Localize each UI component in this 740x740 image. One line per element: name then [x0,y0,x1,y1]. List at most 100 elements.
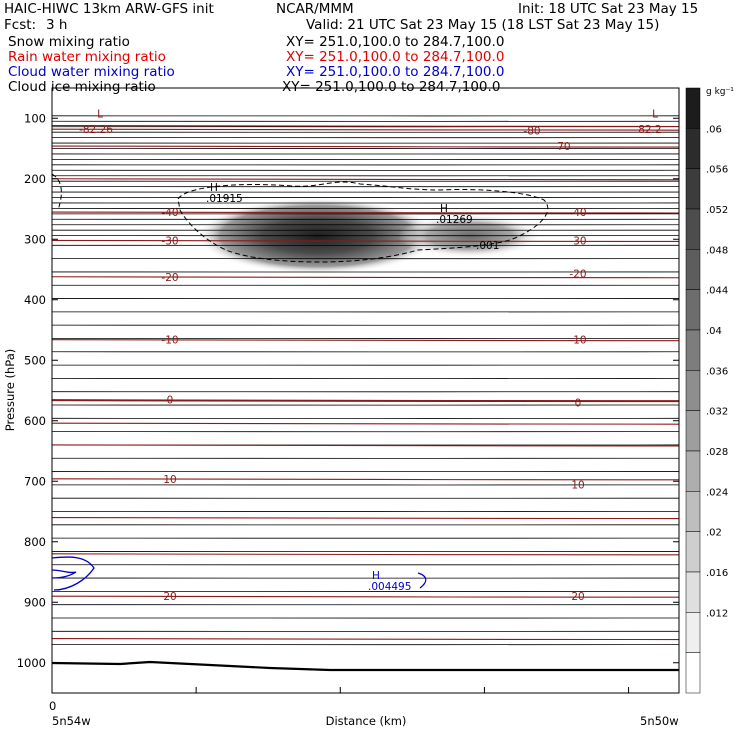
colorbar-tick-label: .036 [706,366,728,377]
h-label-1: H [210,182,218,194]
temperature-contour-label: 0 [167,395,174,407]
pressure-tick-label: 900 [24,595,46,609]
field-xy-cloudice: XY= 251.0,100.0 to 284.7,100.0 [282,79,501,95]
cloud-ice-contour-edge [52,173,62,211]
temperature-contour-label: -80 [523,125,540,137]
pressure-tick-label: 100 [24,111,46,125]
temperature-contour-line [52,595,679,598]
plot-frame [51,87,680,694]
temperature-contours [52,124,679,641]
pressure-tick-label: 800 [24,535,46,549]
temperature-contour-line [52,177,679,181]
cloud-water-contour [52,556,95,591]
colorbar-tick-label: .028 [706,447,728,458]
pressure-tick-label: 500 [24,353,46,367]
low-marker: L [652,108,658,120]
pressure-tick-label: 300 [24,232,46,246]
colorbar-bin [685,168,701,210]
colorbar-bin [685,370,701,411]
temperature-contour-label: -40 [161,207,178,219]
colorbar: .06 .056 .052 .048 .044 .04 .036 .032 .028 .024 .0… [685,87,728,694]
colorbar-bin [685,329,701,371]
colorbar-tick-label: .024 [706,487,728,498]
temperature-contour-label: -10 [161,335,178,347]
temperature-contour-label: -82.2 [634,124,661,136]
colorbar-tick-label: .016 [706,568,728,579]
low-marker: L [97,108,103,120]
temperature-contour-label: -82.26 [79,124,113,136]
temperature-contour-label: -30 [161,235,178,247]
colorbar-tick-label: .056 [706,165,728,176]
colorbar-bin [685,491,701,532]
temperature-contour-labels: -82.26 -82.2 -80 -70 -40 -40 -30 -30 -20 -20 -10 -1… [79,108,662,603]
pressure-tick-label: 1000 [17,656,46,670]
field-name-snow: Snow mixing ratio [8,34,130,50]
colorbar-tick-label: .02 [706,528,722,539]
colorbar-tick-label: .044 [706,286,728,297]
temperature-contour-label: -40 [569,207,586,219]
temperature-contour-label: 20 [163,591,176,603]
colorbar-bin [685,612,701,653]
temperature-contour-line [52,211,679,214]
colorbar-tick-label: .052 [706,205,728,216]
colorbar-bin [685,208,701,250]
temperature-contour-line [52,637,679,641]
colorbar-tick-label: .04 [706,326,722,337]
field-xy-rain: XY= 251.0,100.0 to 284.7,100.0 [286,49,505,65]
colorbar-tick-label: .06 [706,124,722,135]
temperature-contour-line [52,145,679,148]
temperature-contour-line [52,124,679,128]
temperature-contour-label: -20 [161,272,178,284]
org-label: NCAR/MMM [276,1,354,17]
colorbar-bin [685,410,701,452]
field-name-cloudice: Cloud ice mixing ratio [8,79,156,95]
field-name-cloudwater: Cloud water mixing ratio [8,64,175,80]
field-name-rain: Rain water mixing ratio [8,49,166,65]
colorbar-bin [685,249,701,290]
pressure-tick-label: 600 [24,414,46,428]
temperature-contour-label: 20 [571,591,584,603]
colorbar-bin [685,450,701,492]
distance-axis [51,687,630,693]
h-value-3: .004495 [368,581,411,593]
temperature-contour-line [52,422,679,425]
cloud-water-contour-small [417,572,427,589]
x-axis-label: Distance (km) [326,714,407,728]
h-value-1: .01915 [206,193,243,205]
temperature-contour-line [52,516,679,520]
h-value-2: .01269 [436,214,473,226]
fcst-label: Fcst: [4,17,37,33]
temperature-contour-label: 10 [163,474,176,486]
pressure-tick-label: 200 [24,172,46,186]
colorbar-unit: g kg⁻¹ [706,87,734,97]
x-origin-label: 0 [49,699,56,713]
temperature-contour-label: -20 [569,269,586,281]
x-right-label: 5n50w [640,714,679,728]
fcst-value: 3 h [46,17,68,33]
colorbar-bin [685,571,701,613]
colorbar-bin [685,289,701,331]
temperature-contour-line [52,552,679,556]
temperature-contour-label: -30 [569,235,586,247]
terrain-line [52,660,679,672]
temperature-contour-line [52,477,679,481]
y-axis-label: Pressure (hPa) [3,349,17,432]
h-label-2: H [440,203,448,215]
colorbar-tick-label: .032 [706,407,728,418]
colorbar-tick-label: .012 [706,608,728,619]
temperature-contour-label: 0 [575,398,582,410]
temperature-contour-label: 10 [571,479,584,491]
pressure-tick-label: 700 [24,474,46,488]
contour-value-001: .001 [476,240,499,252]
temperature-contour-line [52,239,679,243]
temperature-contour-line [52,338,679,342]
temperature-contour-line [52,398,679,403]
colorbar-bin [685,128,701,169]
colorbar-bin [685,531,701,573]
cloud-ice-contour [177,181,549,263]
valid-time: Valid: 21 UTC Sat 23 May 15 (18 LST Sat … [306,17,660,33]
model-title: HAIC-HIWC 13km ARW-GFS init [4,1,214,17]
temperature-contour-line [52,128,679,131]
pressure-tick-label: 400 [24,293,46,307]
